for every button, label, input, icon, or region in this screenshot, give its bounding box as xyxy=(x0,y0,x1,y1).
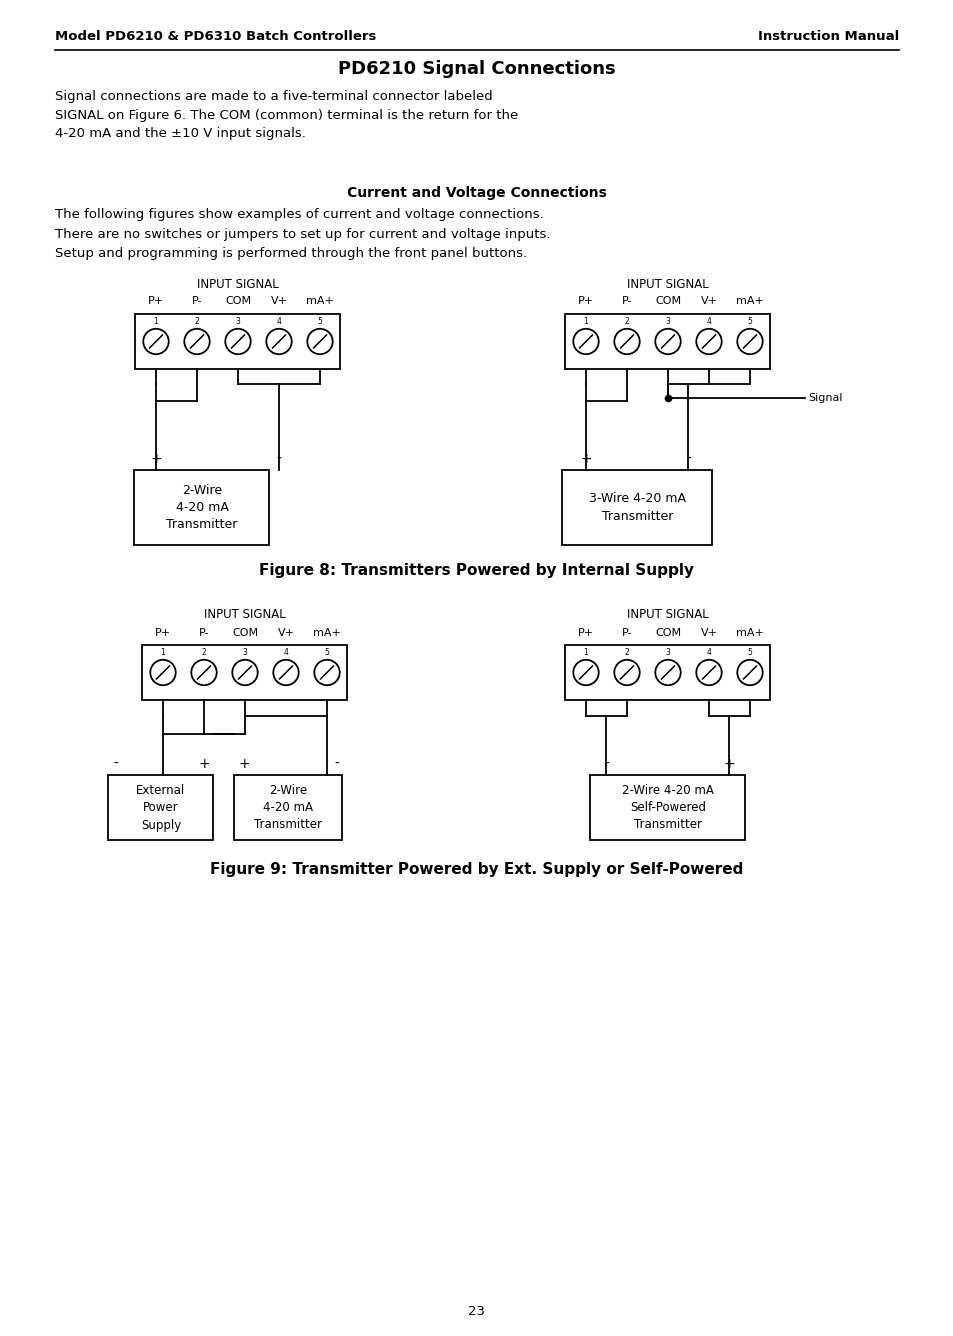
Text: External
Power
Supply: External Power Supply xyxy=(136,783,186,831)
Text: +: + xyxy=(579,452,591,466)
Circle shape xyxy=(655,660,680,685)
Circle shape xyxy=(614,329,639,354)
Bar xyxy=(233,775,341,840)
Circle shape xyxy=(655,329,680,354)
Text: PD6210 Signal Connections: PD6210 Signal Connections xyxy=(337,60,616,77)
Text: 2: 2 xyxy=(624,317,629,326)
Circle shape xyxy=(573,329,598,354)
Text: 2: 2 xyxy=(201,648,206,657)
Text: P-: P- xyxy=(198,628,209,639)
Text: INPUT SIGNAL: INPUT SIGNAL xyxy=(204,608,286,621)
Text: +: + xyxy=(198,758,211,771)
Text: V+: V+ xyxy=(700,628,717,639)
Text: 1: 1 xyxy=(583,648,588,657)
Text: +: + xyxy=(150,452,162,466)
Text: -: - xyxy=(113,758,118,771)
Text: INPUT SIGNAL: INPUT SIGNAL xyxy=(626,608,708,621)
Text: +: + xyxy=(723,758,735,771)
Text: 2: 2 xyxy=(194,317,199,326)
Circle shape xyxy=(696,660,721,685)
Text: 5: 5 xyxy=(747,317,752,326)
Text: 4: 4 xyxy=(283,648,288,657)
Text: 5: 5 xyxy=(317,317,322,326)
Circle shape xyxy=(307,329,333,354)
Circle shape xyxy=(737,329,761,354)
Text: There are no switches or jumpers to set up for current and voltage inputs.
Setup: There are no switches or jumpers to set … xyxy=(55,228,550,259)
Text: 3-Wire 4-20 mA
Transmitter: 3-Wire 4-20 mA Transmitter xyxy=(588,492,685,522)
Bar xyxy=(109,775,213,840)
Text: Figure 9: Transmitter Powered by Ext. Supply or Self-Powered: Figure 9: Transmitter Powered by Ext. Su… xyxy=(210,862,743,876)
Text: COM: COM xyxy=(225,297,251,306)
Text: INPUT SIGNAL: INPUT SIGNAL xyxy=(626,278,708,291)
Text: 1: 1 xyxy=(583,317,588,326)
Circle shape xyxy=(225,329,251,354)
Text: COM: COM xyxy=(232,628,258,639)
Text: 2-Wire
4-20 mA
Transmitter: 2-Wire 4-20 mA Transmitter xyxy=(166,484,237,532)
Text: Model PD6210 & PD6310 Batch Controllers: Model PD6210 & PD6310 Batch Controllers xyxy=(55,29,376,43)
Text: P+: P+ xyxy=(578,297,594,306)
Text: P+: P+ xyxy=(154,628,171,639)
Text: 3: 3 xyxy=(665,648,670,657)
Circle shape xyxy=(696,329,721,354)
Text: Current and Voltage Connections: Current and Voltage Connections xyxy=(347,186,606,200)
Text: 3: 3 xyxy=(242,648,247,657)
Text: mA+: mA+ xyxy=(736,297,763,306)
Text: COM: COM xyxy=(655,297,680,306)
Circle shape xyxy=(614,660,639,685)
Circle shape xyxy=(273,660,298,685)
Text: 2-Wire
4-20 mA
Transmitter: 2-Wire 4-20 mA Transmitter xyxy=(253,783,322,831)
Circle shape xyxy=(232,660,257,685)
Bar xyxy=(565,314,770,369)
Text: Signal connections are made to a five-terminal connector labeled
SIGNAL on Figur: Signal connections are made to a five-te… xyxy=(55,90,517,140)
Text: -: - xyxy=(685,452,690,466)
Text: mA+: mA+ xyxy=(313,628,340,639)
Text: 5: 5 xyxy=(324,648,329,657)
Bar xyxy=(590,775,744,840)
Text: P-: P- xyxy=(621,297,632,306)
Circle shape xyxy=(314,660,339,685)
Text: -: - xyxy=(603,758,608,771)
Circle shape xyxy=(184,329,210,354)
Text: V+: V+ xyxy=(277,628,294,639)
Text: COM: COM xyxy=(655,628,680,639)
Text: 4: 4 xyxy=(706,648,711,657)
Text: Signal: Signal xyxy=(807,393,841,403)
Text: 2-Wire 4-20 mA
Self-Powered
Transmitter: 2-Wire 4-20 mA Self-Powered Transmitter xyxy=(621,783,713,831)
Circle shape xyxy=(143,329,169,354)
Bar xyxy=(142,645,347,700)
Text: P-: P- xyxy=(192,297,202,306)
Text: mA+: mA+ xyxy=(306,297,334,306)
Text: 23: 23 xyxy=(468,1305,485,1319)
Text: 5: 5 xyxy=(747,648,752,657)
Circle shape xyxy=(266,329,292,354)
Bar xyxy=(134,470,269,545)
Text: 2: 2 xyxy=(624,648,629,657)
Text: -: - xyxy=(334,758,338,771)
Text: Figure 8: Transmitters Powered by Internal Supply: Figure 8: Transmitters Powered by Intern… xyxy=(259,562,694,578)
Bar xyxy=(561,470,712,545)
Text: V+: V+ xyxy=(700,297,717,306)
Text: 4: 4 xyxy=(706,317,711,326)
Text: P+: P+ xyxy=(578,628,594,639)
Text: 4: 4 xyxy=(276,317,281,326)
Text: 1: 1 xyxy=(160,648,165,657)
Text: INPUT SIGNAL: INPUT SIGNAL xyxy=(197,278,278,291)
Circle shape xyxy=(573,660,598,685)
Text: 1: 1 xyxy=(153,317,158,326)
Bar xyxy=(565,645,770,700)
Text: 3: 3 xyxy=(665,317,670,326)
Text: Instruction Manual: Instruction Manual xyxy=(757,29,898,43)
Text: V+: V+ xyxy=(271,297,287,306)
Text: P-: P- xyxy=(621,628,632,639)
Circle shape xyxy=(192,660,216,685)
Text: P+: P+ xyxy=(148,297,164,306)
Bar xyxy=(135,314,340,369)
Circle shape xyxy=(151,660,175,685)
Text: +: + xyxy=(239,758,251,771)
Text: The following figures show examples of current and voltage connections.: The following figures show examples of c… xyxy=(55,208,543,220)
Text: mA+: mA+ xyxy=(736,628,763,639)
Text: -: - xyxy=(276,452,281,466)
Circle shape xyxy=(737,660,761,685)
Text: 3: 3 xyxy=(235,317,240,326)
